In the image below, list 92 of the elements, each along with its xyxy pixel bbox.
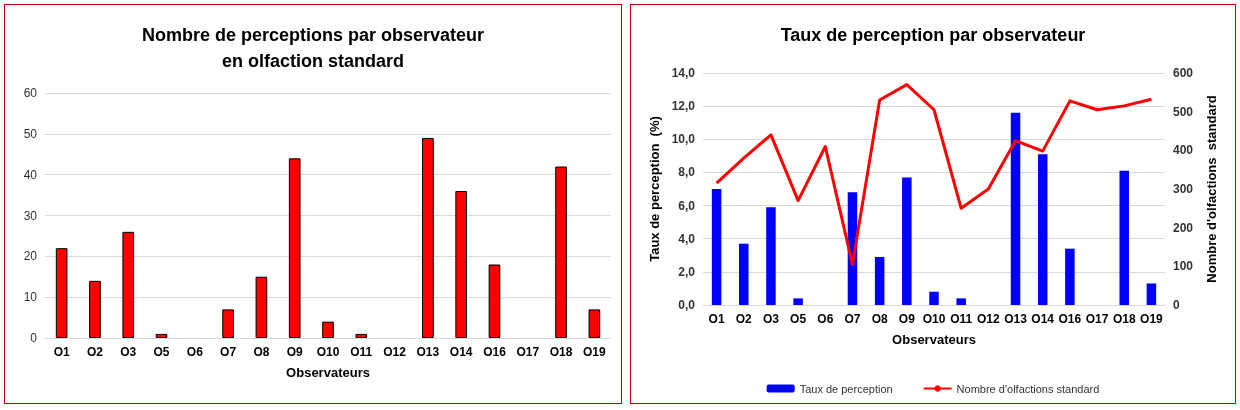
x-tick-label: O10 xyxy=(922,312,946,326)
y2-tick-label: 200 xyxy=(1173,220,1194,235)
x-tick-label: O6 xyxy=(817,312,834,326)
y-tick-label: 60 xyxy=(23,86,38,100)
x-tick-label: O5 xyxy=(153,345,170,359)
x-tick-label: O2 xyxy=(86,345,104,359)
x-tick-label: O8 xyxy=(253,345,270,359)
x-tick-label: O2 xyxy=(735,312,753,326)
bar xyxy=(355,333,368,338)
x-tick-label: O16 xyxy=(483,345,507,359)
bar xyxy=(488,264,501,338)
bar xyxy=(766,207,776,305)
bar xyxy=(288,158,301,338)
x-axis-title: Observateurs xyxy=(286,365,370,380)
x-tick-label: O7 xyxy=(220,345,237,359)
x-tick-label: O14 xyxy=(1031,312,1055,326)
chart-title: Nombre de perceptions par observateur en olfaction standard xyxy=(141,25,485,71)
y-tick-label: 8,0 xyxy=(678,165,696,180)
y-tick-label: 10,0 xyxy=(671,132,696,147)
x-tick-label: O6 xyxy=(186,345,204,359)
legend-label: Taux de perception xyxy=(799,382,893,395)
y2-tick-label: 500 xyxy=(1173,104,1194,119)
x-tick-label: O12 xyxy=(383,345,407,359)
x-tick-label: O13 xyxy=(416,345,440,359)
y-axis-title: Taux de perception (%) xyxy=(646,116,662,262)
bar xyxy=(422,137,434,338)
legend-label: Nombre d'olfactions standard xyxy=(956,382,1100,395)
y-tick-label: 6,0 xyxy=(678,198,696,213)
x-tick-label: O17 xyxy=(516,345,540,359)
y-tick-label: 10 xyxy=(23,290,38,305)
y-tick-label: 12,0 xyxy=(671,99,696,114)
y-tick-label: 14,0 xyxy=(671,66,696,80)
x-tick-label: O14 xyxy=(449,345,473,359)
y-tick-label: 20 xyxy=(23,249,38,264)
x-tick-label: O11 xyxy=(350,345,373,359)
bar xyxy=(929,291,939,305)
bar xyxy=(1010,112,1021,305)
x-tick-label: O3 xyxy=(762,312,780,326)
bar xyxy=(122,231,135,338)
bar xyxy=(455,191,467,338)
bar xyxy=(1119,170,1129,305)
y-tick-label: 50 xyxy=(23,126,38,141)
x-tick-label: O18 xyxy=(1112,312,1136,326)
bar xyxy=(711,189,722,305)
x-axis-title: Observateurs xyxy=(892,332,976,347)
line-series xyxy=(715,83,1153,266)
bar xyxy=(902,177,912,305)
x-tick-label: O11 xyxy=(950,312,973,326)
x-tick-label: O10 xyxy=(316,345,340,359)
y-tick-label: 2,0 xyxy=(678,264,696,279)
y-tick-label: 0,0 xyxy=(678,298,696,312)
x-tick-label: O17 xyxy=(1085,312,1109,326)
y-tick-label: 0 xyxy=(30,331,38,345)
bar xyxy=(155,333,168,338)
bar xyxy=(555,166,567,338)
x-tick-label: O1 xyxy=(708,312,725,326)
y2-tick-label: 0 xyxy=(1173,298,1180,312)
bar xyxy=(222,309,234,338)
bar xyxy=(956,298,966,305)
chart-title: Taux de perception par observateur xyxy=(780,25,1086,45)
x-tick-label: O3 xyxy=(120,345,137,359)
x-tick-label: O18 xyxy=(549,345,573,359)
y2-tick-label: 100 xyxy=(1173,259,1194,274)
y2-axis-title: Nombre d'olfactions standard xyxy=(1204,95,1219,283)
bar xyxy=(89,280,101,338)
y2-tick-label: 600 xyxy=(1173,66,1194,80)
x-tick-label: O19 xyxy=(1140,312,1164,326)
x-tick-label: O8 xyxy=(871,312,888,326)
x-tick-label: O5 xyxy=(790,312,807,326)
bar xyxy=(1065,248,1075,305)
x-tick-label: O16 xyxy=(1058,312,1082,326)
x-tick-label: O13 xyxy=(1004,312,1028,326)
x-tick-label: O7 xyxy=(844,312,861,326)
bar xyxy=(1037,154,1048,305)
y-tick-label: 30 xyxy=(23,208,38,223)
y2-tick-label: 400 xyxy=(1173,143,1194,158)
y2-tick-label: 300 xyxy=(1173,182,1194,196)
y-tick-label: 4,0 xyxy=(678,231,696,246)
bar xyxy=(588,309,601,338)
x-tick-label: O19 xyxy=(583,345,607,359)
bar xyxy=(739,243,749,305)
x-tick-label: O1 xyxy=(53,345,70,359)
bar xyxy=(874,256,885,305)
bar xyxy=(55,248,68,338)
x-tick-label: O12 xyxy=(977,312,1001,326)
y-tick-label: 40 xyxy=(23,167,38,182)
bar xyxy=(255,276,268,338)
bar xyxy=(793,298,803,305)
bar xyxy=(1146,283,1157,305)
x-tick-label: O9 xyxy=(286,345,304,359)
x-tick-label: O9 xyxy=(898,312,916,326)
bar xyxy=(322,321,334,338)
